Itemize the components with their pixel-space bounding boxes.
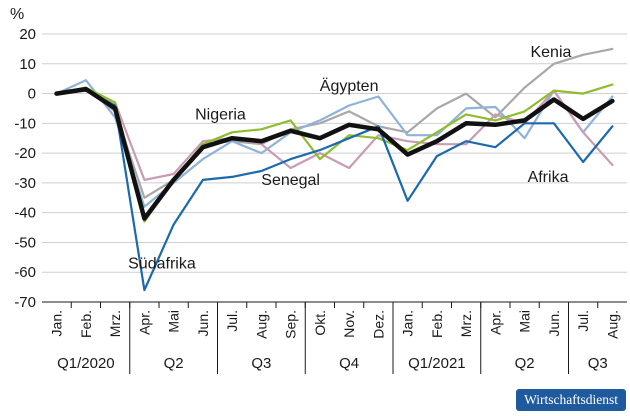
x-tick-label: Mai	[517, 310, 533, 333]
series-line	[55, 47, 614, 199]
series-line	[55, 79, 614, 208]
y-axis-unit: %	[10, 6, 24, 23]
series-line	[54, 86, 615, 221]
x-tick-label: Jun.	[195, 310, 211, 336]
quarter-label: Q2	[515, 355, 535, 372]
x-tick-label: Apr.	[487, 310, 503, 335]
x-tick-label: Apr.	[136, 310, 152, 335]
series-line	[55, 89, 614, 181]
x-tick-label: Nov.	[341, 310, 357, 338]
x-tick-label: Mrz.	[107, 310, 123, 337]
y-tick-label: -20	[14, 145, 36, 162]
series-label-layer: Kenia Ägypten Nigeria Senegal Afrika Südafrik…	[128, 44, 571, 272]
x-tick-label: Jul.	[224, 310, 240, 332]
quarter-label: Q1/2020	[57, 355, 115, 372]
series-label: Nigeria	[195, 106, 246, 123]
y-tick-label: -30	[14, 175, 36, 192]
quarter-label: Q4	[339, 355, 359, 372]
x-tick-label: Aug.	[604, 310, 620, 339]
y-tick-label: 20	[19, 26, 36, 43]
x-tick-label: Jan.	[400, 310, 416, 336]
series-layer	[54, 47, 615, 292]
y-tick-label: -40	[14, 205, 36, 222]
x-tick-label: Sep.	[283, 310, 299, 339]
quarter-label: Q2	[164, 355, 184, 372]
x-tick-label: Jun.	[546, 310, 562, 336]
quarter-label: Q3	[251, 355, 271, 372]
x-tick-label: Aug.	[253, 310, 269, 339]
x-tick-label: Mrz.	[458, 310, 474, 337]
x-tick-label: Mai	[166, 310, 182, 333]
series-label: Ägypten	[320, 77, 379, 95]
y-tick-label: -50	[14, 234, 36, 251]
quarter-label: Q3	[588, 355, 608, 372]
series-label: Südafrika	[128, 255, 196, 272]
axis-layer: 20 10 0 -10 -20 -30 -40 -50 -60 -70 Jan. Feb. Mrz. Ap…	[14, 26, 627, 374]
series-label: Kenia	[530, 44, 571, 61]
y-tick-label: -70	[14, 294, 36, 311]
publisher-badge: Wirtschaftsdienst	[516, 389, 626, 411]
y-tick-label: -10	[14, 115, 36, 132]
quarter-label: Q1/2021	[408, 355, 466, 372]
x-tick-label: Feb.	[429, 310, 445, 338]
x-tick-label: Jan.	[49, 310, 65, 336]
x-tick-label: Feb.	[78, 310, 94, 338]
x-tick-label: Jul.	[575, 310, 591, 332]
series-label: Afrika	[528, 169, 569, 186]
series-line	[55, 89, 614, 292]
y-tick-label: 0	[28, 86, 36, 103]
x-tick-label: Okt.	[312, 310, 328, 336]
x-tick-label: Dez.	[370, 310, 386, 339]
series-label: Senegal	[261, 172, 320, 189]
y-tick-label: 10	[19, 56, 36, 73]
y-tick-label: -60	[14, 264, 36, 281]
